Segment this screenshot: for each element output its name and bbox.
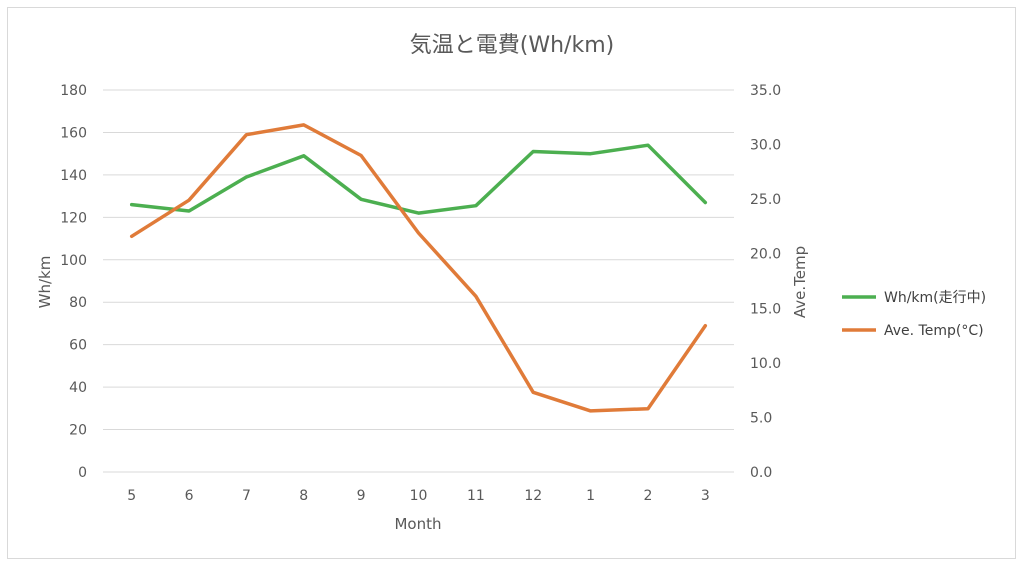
x-tick-label: 8 [299,488,308,504]
y-right-tick-label: 25.0 [750,192,781,208]
y-left-tick-label: 140 [60,168,87,184]
y-left-tick-label: 160 [60,125,87,141]
x-tick-label: 9 [357,488,366,504]
gridlines [103,89,734,473]
x-tick-label: 1 [586,488,595,504]
y-left-tick-label: 40 [69,380,87,396]
y-left-tick-label: 20 [69,423,87,439]
y-right-tick-label: 35.0 [750,83,781,99]
y-right-tick-label: 10.0 [750,356,781,372]
x-tick-label: 10 [410,488,428,504]
left-axis-ticks: 0 20 40 60 80 100 120 140 160 180 [60,83,87,481]
x-tick-label: 6 [185,488,194,504]
y-axis-right-title: Ave.Temp [791,246,809,318]
y-left-tick-label: 80 [69,295,87,311]
y-right-tick-label: 20.0 [750,247,781,263]
x-tick-label: 3 [701,488,710,504]
legend-label: Wh/km(走行中) [884,290,986,306]
chart-frame [7,7,1016,559]
x-tick-label: 5 [127,488,136,504]
legend-label: Ave. Temp(°C) [884,323,984,339]
y-left-tick-label: 180 [60,83,87,99]
series-line-0 [129,143,708,215]
x-tick-label: 2 [643,488,652,504]
y-left-tick-label: 100 [60,253,87,269]
x-axis-title: Month [394,515,441,533]
y-right-tick-label: 5.0 [750,410,772,426]
series-line-1 [129,123,708,413]
y-right-tick-label: 30.0 [750,138,781,154]
chart-title: 気温と電費(Wh/km) [410,33,614,58]
y-left-tick-label: 0 [78,465,87,481]
y-left-tick-label: 120 [60,210,87,226]
y-right-tick-label: 15.0 [750,301,781,317]
y-left-tick-label: 60 [69,338,87,354]
x-tick-label: 12 [524,488,542,504]
x-tick-label: 11 [467,488,485,504]
legend: Wh/km(走行中) Ave. Temp(°C) [842,290,986,339]
series-lines [129,123,708,413]
right-axis-ticks: 0.0 5.0 10.0 15.0 20.0 25.0 30.0 35.0 [750,83,781,481]
y-right-tick-label: 0.0 [750,465,772,481]
y-axis-left-title: Wh/km [36,256,54,309]
x-axis-ticks: 5 6 7 8 9 10 11 12 1 2 3 [127,488,710,504]
x-tick-label: 7 [242,488,251,504]
